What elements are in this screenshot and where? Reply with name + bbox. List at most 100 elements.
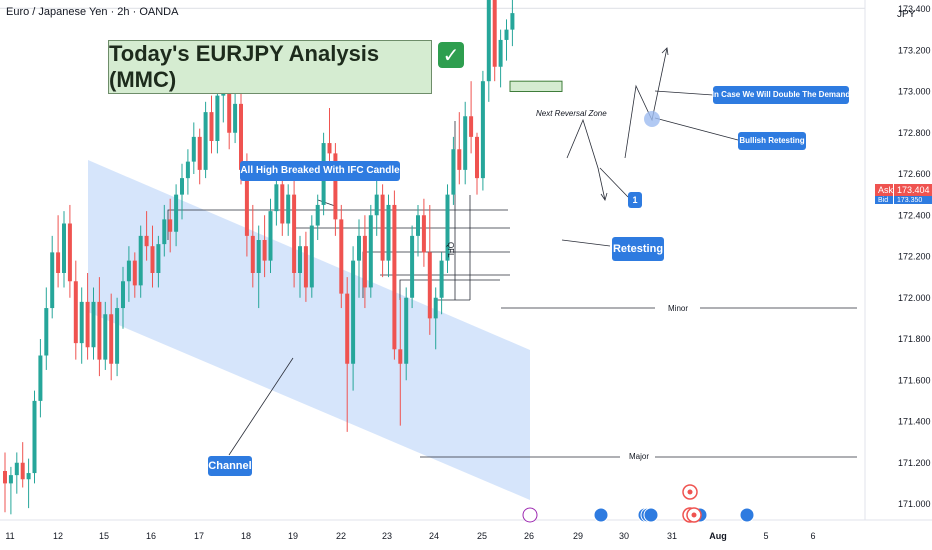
candle-body	[475, 136, 479, 179]
candle-body	[410, 235, 415, 298]
x-tick-label: 17	[194, 531, 204, 541]
projection-path-2	[624, 47, 668, 159]
x-tick-label: 31	[667, 531, 677, 541]
candle-body	[20, 462, 25, 480]
candle-body	[333, 153, 338, 220]
candle-body	[351, 260, 356, 364]
candle-body	[109, 314, 114, 364]
candle-body	[233, 103, 238, 133]
x-tick-label: 25	[477, 531, 487, 541]
projection-path-1	[566, 118, 606, 201]
candle-body	[38, 355, 43, 401]
candle-body	[97, 301, 102, 360]
callout-pointer-wave	[599, 167, 629, 198]
candle-body	[185, 161, 190, 179]
y-tick-label: 171.000	[898, 499, 931, 509]
wave-one-label: 1	[628, 192, 642, 208]
y-tick-label: 171.800	[898, 334, 931, 344]
candle-body	[209, 112, 214, 141]
high-impact-event-dot	[691, 512, 697, 518]
candle-body	[180, 178, 184, 195]
callout-pointer-demand	[654, 90, 714, 96]
candle-body	[44, 308, 49, 356]
candle-body	[315, 204, 320, 226]
minor-level-label: Minor	[666, 304, 691, 313]
candle-body	[156, 244, 161, 273]
candle-body	[244, 169, 249, 236]
candle-body	[262, 240, 267, 261]
x-tick-label: 16	[146, 531, 156, 541]
candle-body	[345, 293, 350, 364]
qfl-label: QFL	[446, 242, 455, 258]
x-tick-label: 12	[53, 531, 63, 541]
candle-body	[26, 473, 31, 480]
candle-body	[469, 116, 474, 137]
retesting-zone	[509, 80, 563, 92]
demand-highlight-marker	[644, 111, 660, 127]
lightning-event-icon	[522, 507, 538, 523]
candle-body	[274, 184, 279, 212]
x-tick-label: 11	[5, 531, 14, 541]
economic-event-icon	[593, 507, 609, 523]
candle-body	[392, 204, 397, 350]
bullish-retesting-callout: Bullish Retesting	[738, 132, 806, 150]
candle-body	[292, 194, 297, 273]
x-tick-label: 29	[573, 531, 583, 541]
price-axis: 171.000 171.200 171.400 171.600 171.800 172.0…	[864, 0, 931, 520]
x-tick-label: 24	[429, 531, 439, 541]
y-tick-label: 173.400	[898, 4, 931, 14]
retesting-callout: Retesting	[612, 237, 664, 261]
y-tick-label: 173.200	[898, 45, 931, 55]
x-tick-label: 23	[382, 531, 392, 541]
candle-body	[56, 252, 61, 273]
candle-body	[439, 260, 444, 298]
candle-body	[368, 215, 373, 288]
ask-label: Ask	[875, 184, 893, 196]
candle-body	[427, 252, 432, 319]
candle-body	[121, 281, 125, 309]
y-tick-label: 172.800	[898, 128, 931, 138]
x-tick-label: 26	[524, 531, 534, 541]
callout-pointer-bullish	[654, 117, 739, 141]
candle-body	[132, 260, 137, 286]
candle-body	[298, 246, 302, 273]
x-tick-label: 15	[99, 531, 109, 541]
candle-body	[280, 184, 285, 224]
candle-body	[150, 246, 155, 273]
candle-body	[492, 0, 497, 67]
y-tick-label: 172.200	[898, 252, 931, 262]
candle-body	[380, 194, 385, 261]
candle-body	[174, 194, 179, 232]
double-demand-callout: In Case We Will Double The Demand	[712, 86, 850, 104]
symbol-header[interactable]: Euro / Japanese Yen · 2h · OANDA	[6, 6, 179, 18]
candle-body	[144, 235, 149, 247]
candle-body	[303, 246, 308, 288]
economic-event-icon	[643, 507, 659, 523]
economic-event-icon	[739, 507, 755, 523]
candle-body	[256, 240, 261, 273]
y-tick-label: 171.200	[898, 458, 931, 468]
candle-body	[457, 149, 462, 170]
candle-body	[103, 314, 108, 360]
currency-label: JPY	[897, 9, 916, 20]
y-tick-label: 172.600	[898, 169, 931, 179]
projection-arrowhead-1	[600, 192, 608, 201]
candle-body	[480, 81, 485, 179]
candle-body	[32, 400, 37, 474]
y-tick-label: 173.000	[898, 87, 931, 97]
candle-body	[404, 297, 409, 364]
candle-body	[398, 349, 403, 364]
high-break-line-2	[294, 227, 510, 250]
x-tick-label: 6	[810, 531, 815, 541]
candles	[3, 0, 515, 515]
x-tick-label: 22	[336, 531, 346, 541]
high-impact-event-dot	[687, 489, 693, 495]
candle-body	[67, 223, 72, 282]
y-tick-label: 172.400	[898, 210, 931, 220]
candle-body	[374, 194, 379, 216]
candle-body	[504, 29, 509, 40]
candle-body	[126, 260, 131, 282]
candle-body	[433, 297, 438, 319]
candle-body	[91, 301, 96, 348]
